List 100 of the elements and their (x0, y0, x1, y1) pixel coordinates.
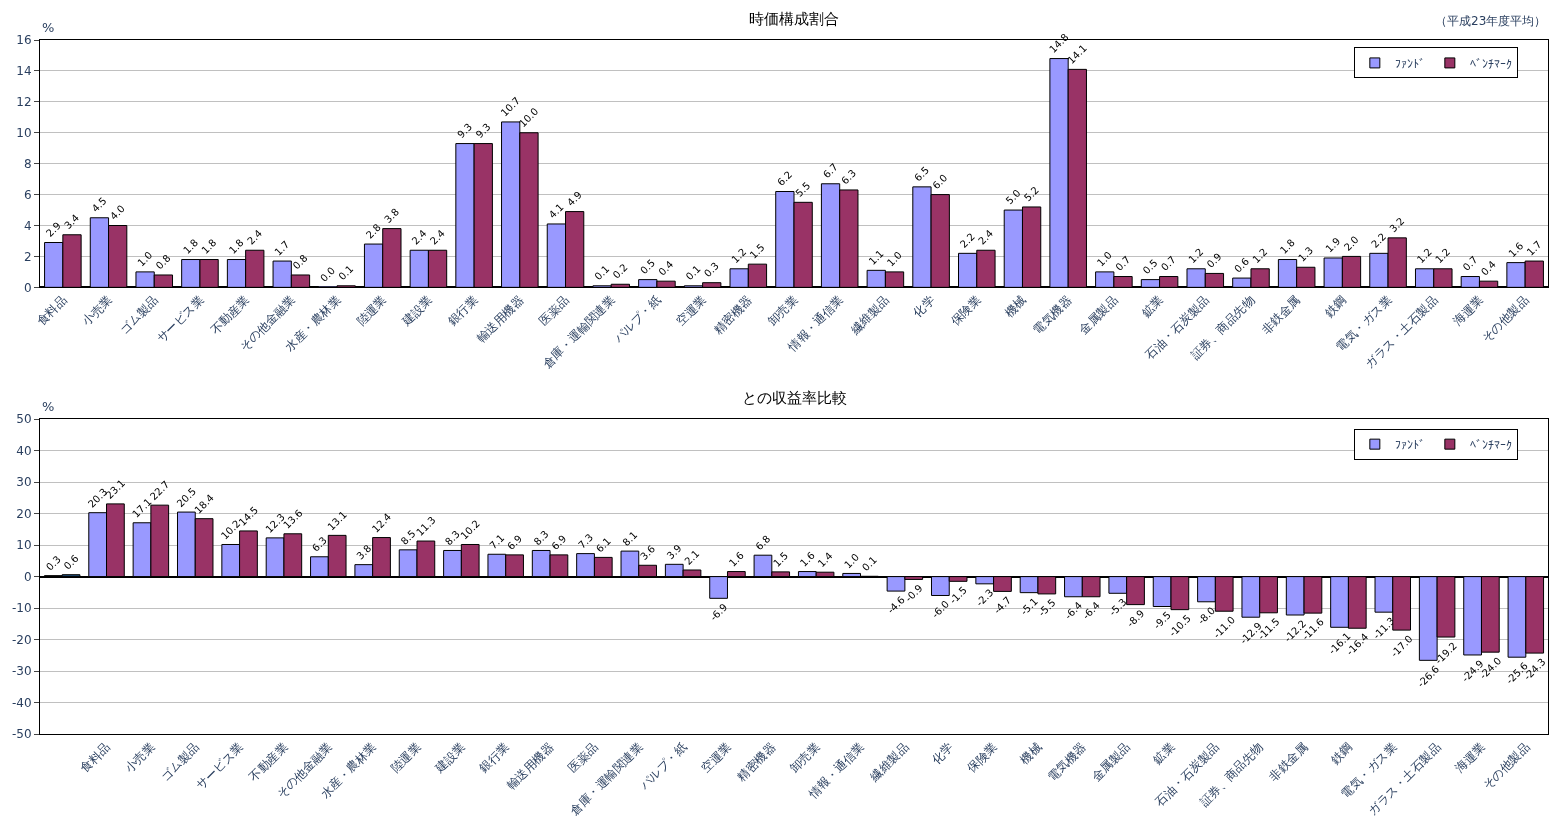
data-label: 1.8 (181, 236, 201, 256)
data-label: 4.0 (107, 202, 127, 222)
data-label: 1.2 (1186, 246, 1206, 266)
data-label: 4.9 (564, 189, 584, 209)
data-label: 0.1 (683, 263, 703, 283)
y-tick-label: 4 (23, 218, 32, 233)
x-tick-label: 食料品 (33, 293, 70, 329)
chart-title: との収益率比較 (742, 389, 847, 407)
x-tick-label: 機械 (1017, 739, 1045, 767)
y-tick-label: -50 (11, 727, 32, 742)
data-label: 0.0 (318, 264, 338, 284)
data-label: 8.3 (442, 528, 462, 548)
x-tick-label: 銀行業 (445, 293, 481, 329)
y-tick-label: 8 (23, 156, 32, 171)
legend-label: ﾍﾞﾝﾁﾏｰｸ (1469, 56, 1512, 71)
y-tick-label: -20 (11, 632, 32, 647)
x-tick-label: 化学 (928, 739, 956, 767)
data-label: 0.3 (702, 260, 722, 280)
data-label: -2.3 (973, 586, 996, 609)
data-label: 8.1 (620, 529, 640, 549)
x-tick-label: 卸売業 (765, 293, 801, 329)
data-label: 3.2 (1387, 215, 1407, 235)
x-tick-label: 建設業 (398, 293, 435, 330)
data-label: 3.4 (62, 212, 82, 232)
y-tick-label: 40 (16, 443, 32, 458)
data-label: 1.7 (272, 238, 292, 258)
x-tick-label: 小売業 (79, 293, 115, 329)
data-label: 0.7 (1158, 253, 1178, 273)
legend-label: ﾌｧﾝﾄﾞ (1394, 437, 1425, 452)
data-label: 2.8 (363, 221, 383, 241)
x-tick-label: 陸運業 (388, 739, 424, 776)
x-tick-label: 海運業 (1452, 739, 1488, 776)
data-label: -6.4 (1062, 599, 1085, 622)
data-label: 9.3 (455, 121, 475, 141)
data-label: 6.7 (820, 161, 840, 181)
data-label: 1.2 (1433, 246, 1453, 266)
data-label: 6.0 (930, 172, 950, 192)
data-label: 5.0 (1003, 187, 1023, 207)
data-label: 0.6 (61, 552, 81, 572)
data-label: -8.0 (1195, 604, 1218, 627)
data-label: 6.5 (912, 164, 932, 184)
legend-label: ﾌｧﾝﾄﾞ (1394, 56, 1425, 71)
data-label: 1.0 (135, 249, 155, 269)
data-label: 6.9 (549, 532, 569, 552)
data-label: 1.8 (226, 236, 246, 256)
data-label: 0.1 (592, 263, 612, 283)
x-tick-label: 陸運業 (353, 293, 390, 329)
x-tick-label: 精密機器 (710, 293, 755, 338)
x-tick-label: 医薬品 (565, 739, 601, 776)
data-label: 5.2 (1021, 184, 1041, 204)
x-tick-label: 空運業 (698, 739, 734, 776)
data-label: 1.2 (1414, 246, 1434, 266)
data-label: -6.9 (707, 601, 730, 623)
chart-title: 時価構成割合 (749, 10, 839, 28)
y-tick-label: 30 (16, 475, 32, 490)
data-label: 1.8 (1277, 236, 1297, 256)
data-label: 6.3 (309, 534, 329, 554)
data-label: 2.4 (409, 227, 429, 247)
x-tick-label: 金属製品 (1076, 293, 1121, 338)
data-label: 0.5 (638, 257, 658, 277)
x-tick-label: 繊維製品 (866, 739, 912, 785)
data-label: 1.1 (866, 247, 886, 267)
data-label: 1.7 (1524, 238, 1544, 258)
x-tick-label: 非鉄金属 (1259, 293, 1304, 338)
y-tick-label: 10 (16, 538, 32, 553)
x-tick-label: 建設業 (431, 739, 468, 776)
data-label: 0.8 (290, 252, 310, 272)
data-label: 2.4 (245, 227, 265, 247)
data-label: 6.8 (753, 533, 773, 553)
data-label: 1.2 (1250, 246, 1270, 266)
data-label: 0.2 (610, 261, 630, 281)
data-label: 8.3 (531, 528, 551, 548)
x-tick-label: 繊維製品 (847, 293, 892, 338)
data-label: -4.6 (885, 594, 907, 616)
data-label: 2.4 (976, 227, 996, 247)
x-tick-label: 非鉄金属 (1266, 739, 1311, 784)
data-label: 1.3 (1296, 244, 1316, 264)
data-label: 0.3 (43, 553, 63, 573)
data-label: 1.2 (729, 246, 749, 266)
data-label: 0.1 (336, 263, 356, 283)
y-tick-label: -10 (11, 601, 32, 616)
data-label: -5.1 (1018, 595, 1040, 618)
x-tick-label: 鉄鋼 (1321, 293, 1349, 321)
data-label: 7.1 (487, 532, 507, 552)
data-label: 1.9 (1323, 235, 1343, 255)
data-label: 2.9 (43, 219, 63, 239)
x-tick-label: 保険業 (947, 293, 984, 329)
data-label: 6.2 (775, 168, 795, 188)
data-label: 3.8 (354, 542, 374, 562)
data-label: 7.3 (576, 531, 596, 551)
x-tick-label: 鉱業 (1150, 739, 1178, 767)
data-label: 0.4 (1478, 258, 1498, 278)
data-label: 0.7 (1113, 253, 1133, 273)
x-tick-label: 金属製品 (1089, 739, 1134, 784)
data-label: 1.0 (884, 249, 904, 269)
x-tick-label: 卸売業 (787, 739, 823, 776)
x-tick-label: 電気機器 (1030, 293, 1075, 338)
data-label: 6.3 (839, 167, 859, 187)
data-label: 2.1 (682, 547, 702, 567)
y-tick-label: -30 (11, 664, 32, 679)
